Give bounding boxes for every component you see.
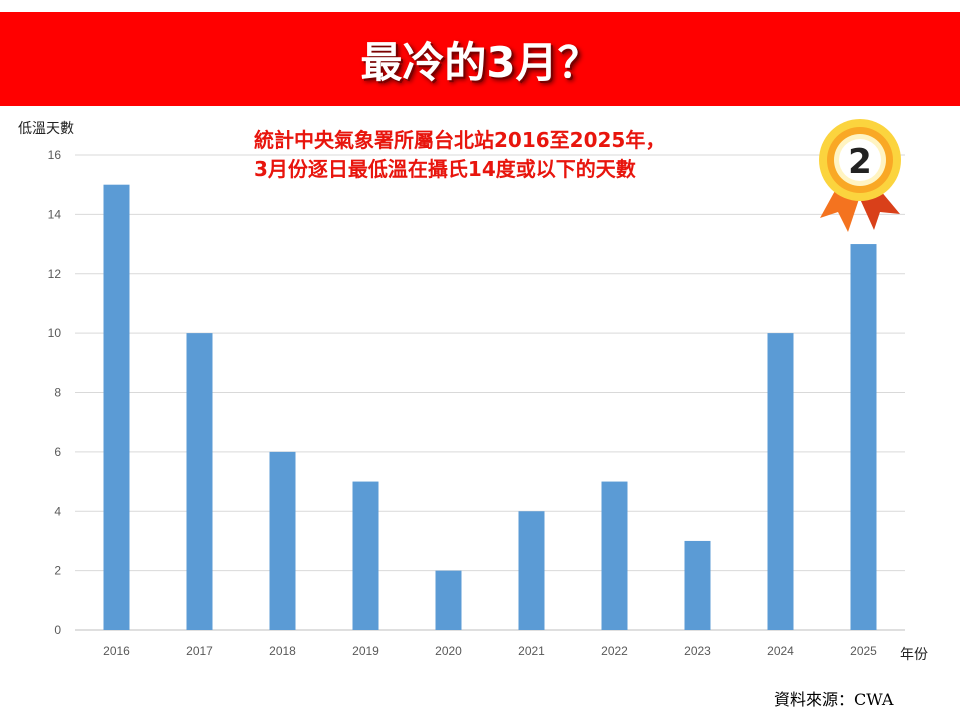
y-tick-label: 14 <box>48 207 62 221</box>
x-tick-label: 2018 <box>269 644 296 658</box>
x-tick-label: 2021 <box>518 644 545 658</box>
x-axis-label: 年份 <box>900 647 928 663</box>
x-tick-label: 2024 <box>767 644 794 658</box>
subtitle-line-1: 統計中央氣象署所屬台北站2016至2025年， <box>254 128 666 152</box>
y-tick-label: 16 <box>48 148 62 162</box>
x-tick-label: 2017 <box>186 644 213 658</box>
bar <box>518 511 545 630</box>
y-tick-label: 6 <box>54 445 61 459</box>
y-tick-label: 12 <box>48 267 62 281</box>
data-source: 資料來源：CWA <box>774 686 893 710</box>
bar <box>186 333 213 630</box>
second-place-medal-icon: 2 <box>819 119 901 232</box>
x-tick-label: 2023 <box>684 644 711 658</box>
y-tick-label: 0 <box>54 623 61 637</box>
y-tick-label: 2 <box>54 564 61 578</box>
medal-rank-text: 2 <box>848 142 872 182</box>
x-tick-label: 2019 <box>352 644 379 658</box>
y-tick-label: 10 <box>48 326 62 340</box>
bar <box>850 244 877 630</box>
subtitle-line-2: 3月份逐日最低溫在攝氏14度或以下的天數 <box>254 157 636 181</box>
bar <box>103 184 130 630</box>
source-value: CWA <box>854 690 894 709</box>
source-label: 資料來源： <box>774 690 855 709</box>
bar <box>601 481 628 630</box>
x-tick-label: 2020 <box>435 644 462 658</box>
y-tick-label: 4 <box>54 504 61 518</box>
x-tick-label: 2025 <box>850 644 877 658</box>
bar <box>352 481 379 630</box>
x-tick-label: 2022 <box>601 644 628 658</box>
title-banner <box>0 12 960 106</box>
bar <box>684 540 711 630</box>
bar <box>767 333 794 630</box>
chart-subtitle: 統計中央氣象署所屬台北站2016至2025年， 3月份逐日最低溫在攝氏14度或以… <box>254 126 665 184</box>
x-tick-label: 2016 <box>103 644 130 658</box>
bar <box>435 570 462 630</box>
y-axis-label: 低溫天數 <box>18 121 74 137</box>
y-tick-label: 8 <box>54 386 61 400</box>
bar <box>269 451 296 630</box>
page-title: 最冷的3月？ <box>360 37 600 87</box>
